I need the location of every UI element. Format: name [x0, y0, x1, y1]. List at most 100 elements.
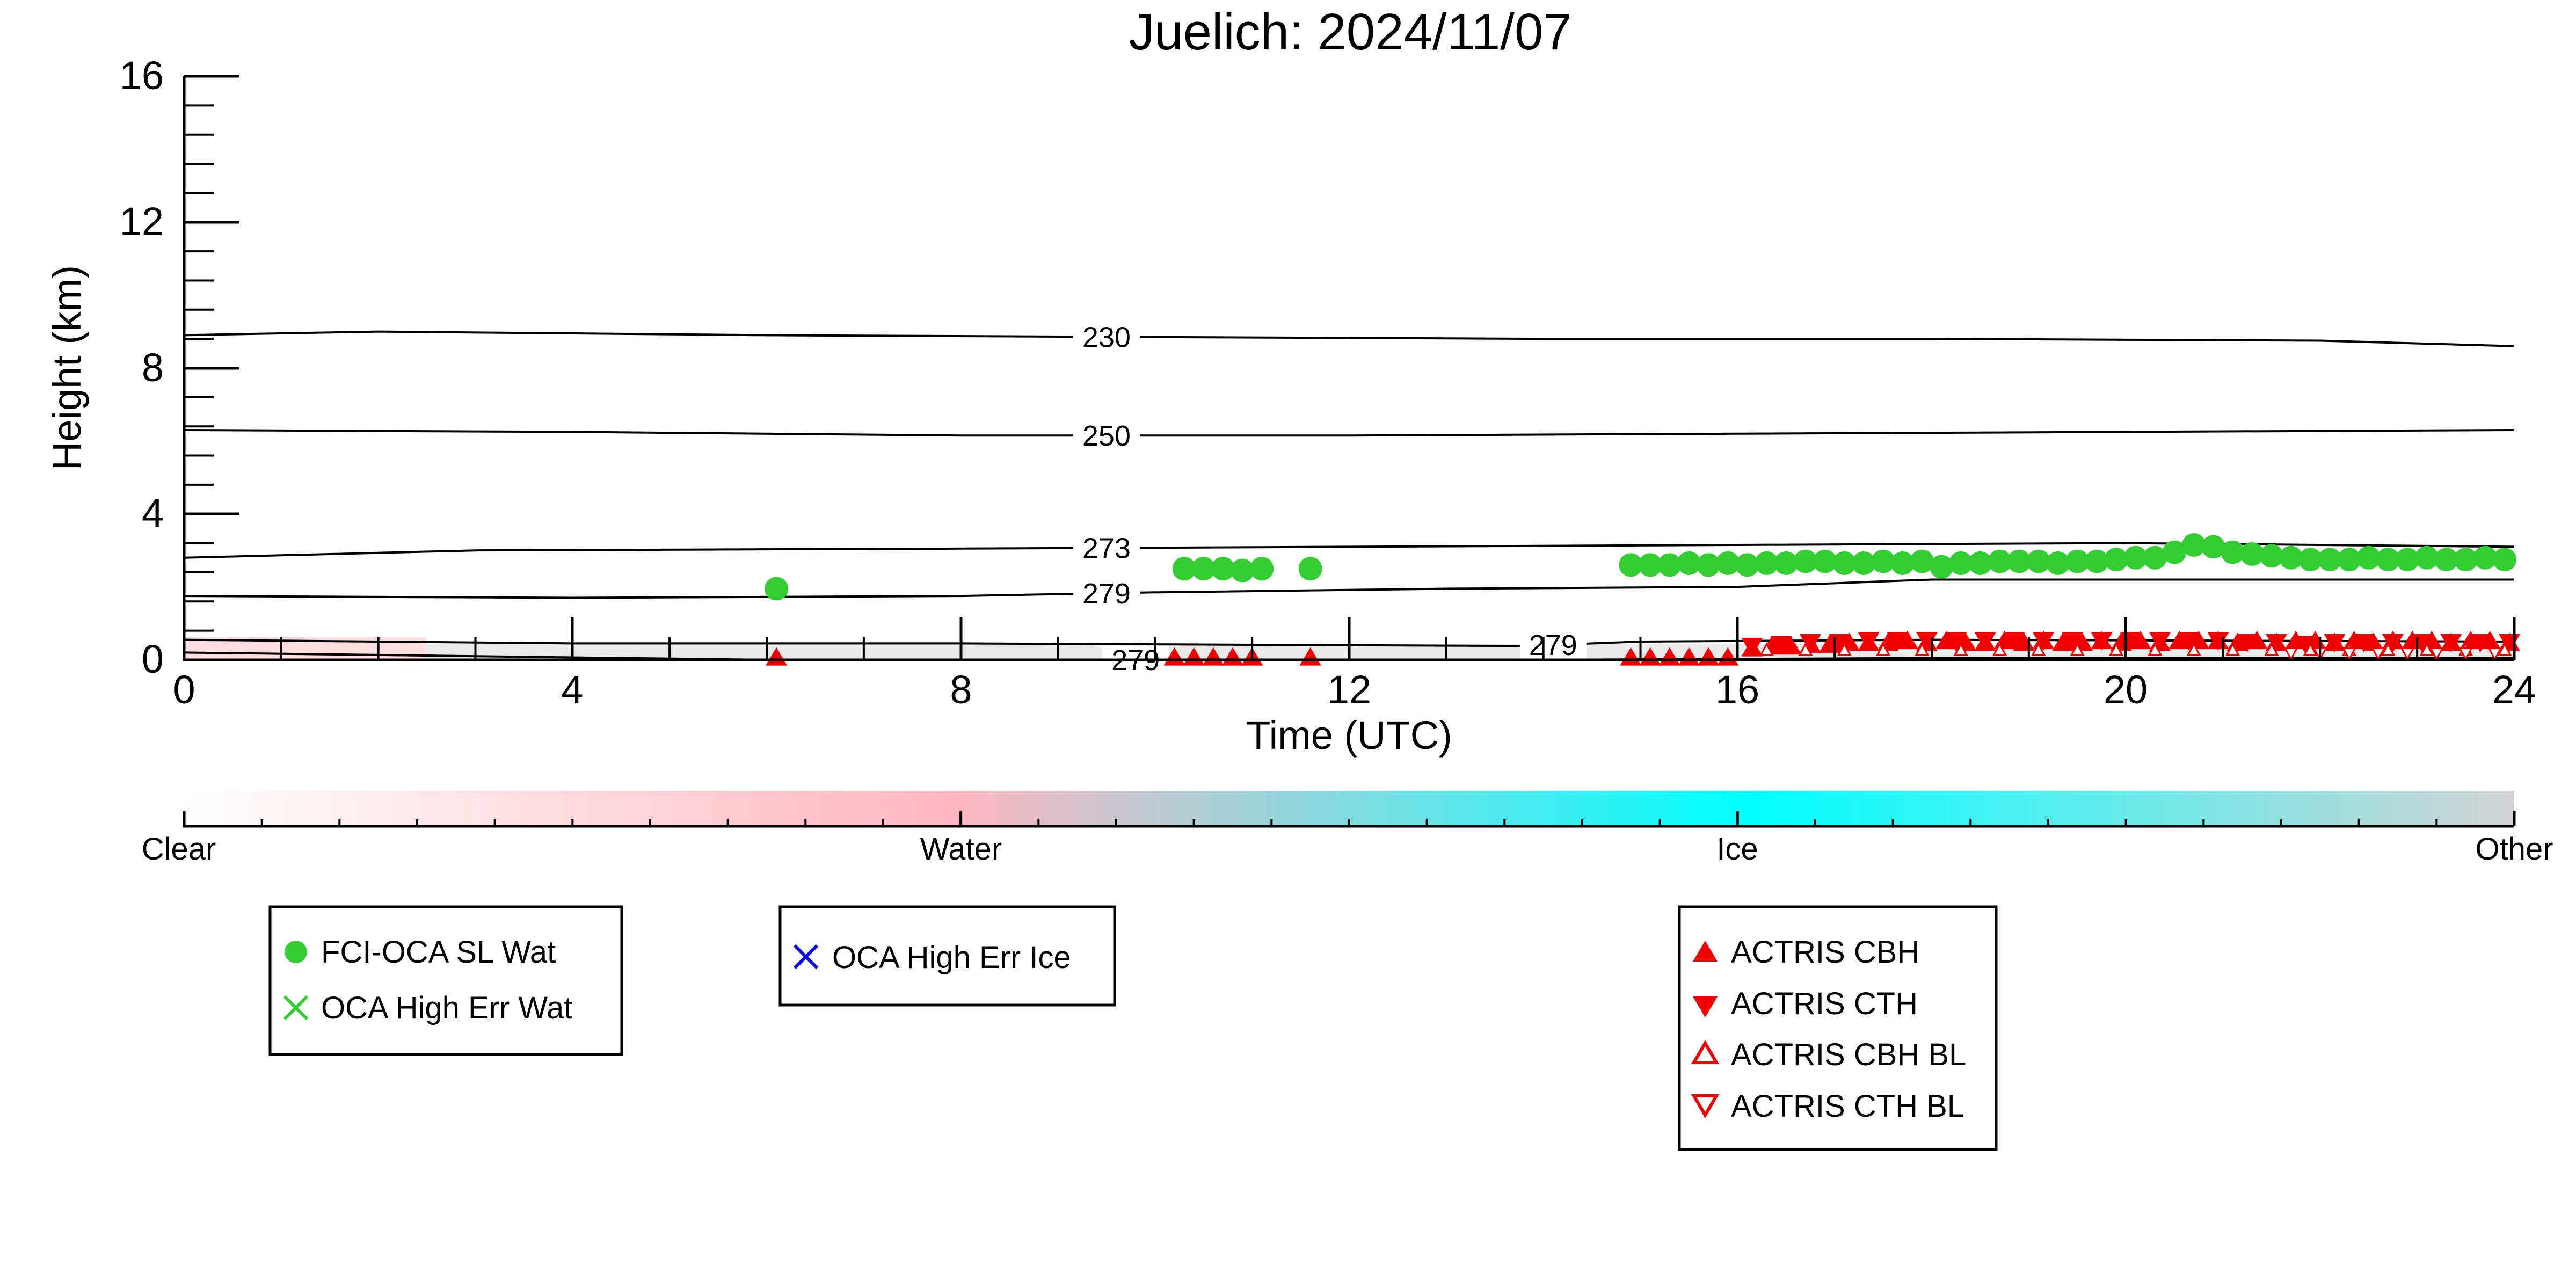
fci-oca-sl-wat-marker: [1988, 549, 2012, 573]
fci-oca-sl-wat-marker: [1832, 551, 1857, 575]
x-major-ticks: [183, 617, 2516, 660]
x-tick-label: 24: [2492, 667, 2536, 712]
fci-oca-sl-wat-marker: [2434, 548, 2458, 572]
actris-cbh-bl-marker: [2225, 642, 2240, 656]
actris-cth-bl-marker: [2458, 647, 2473, 661]
x-tick-label: 4: [561, 667, 583, 712]
actris-cth-marker: [2324, 634, 2346, 653]
fci-oca-sl-wat-marker: [2356, 545, 2381, 570]
actris-cbh-bl-legend-marker: [1691, 1040, 1720, 1064]
colorbar-label-ice: Ice: [1716, 832, 1758, 867]
legend-ground-based: ACTRIS CBH ACTRIS CTH ACTRIS CBH BL ACTR…: [1678, 905, 1998, 1151]
x-tick-label: 12: [1327, 667, 1371, 712]
fci-oca-sl-wat-marker: [2085, 549, 2109, 573]
fci-oca-sl-wat-marker: [2123, 545, 2148, 570]
fci-oca-sl-wat-marker: [2046, 551, 2070, 575]
actris-cbh-bl-marker: [2148, 642, 2163, 656]
actris-cbh-marker: [2362, 632, 2384, 651]
actris-cbh-bl-marker: [1798, 642, 1813, 656]
contour-label: 279: [1082, 578, 1131, 610]
fci-oca-sl-wat-marker: [2104, 548, 2128, 572]
fci-oca-sl-wat-marker: [2396, 548, 2420, 572]
fci-oca-sl-wat-marker: [1191, 557, 1216, 581]
actris-cbh-bl-marker: [2070, 642, 2085, 656]
fci-oca-sl-wat-marker: [2415, 545, 2439, 570]
y-tick-label: 0: [142, 637, 164, 681]
actris-cth-marker: [1974, 632, 1996, 651]
fci-oca-sl-wat-marker: [2201, 535, 2225, 559]
fci-oca-sl-wat-marker: [1755, 551, 1779, 575]
actris-cth-bl-legend-marker: [1691, 1094, 1720, 1118]
actris-cth-marker: [2265, 634, 2287, 653]
fci-oca-sl-wat-marker: [1735, 553, 1759, 577]
fci-oca-sl-wat-marker: [2065, 549, 2090, 573]
contour-label: 250: [1082, 420, 1131, 452]
colorbar-label-other: Other: [2475, 832, 2553, 867]
actris-cth-marker: [2353, 634, 2375, 653]
actris-cbh-bl-marker: [1992, 642, 2007, 656]
actris-cbh-marker: [2169, 631, 2191, 650]
legend-satellite-ice: OCA High Err Ice: [778, 905, 1116, 1007]
actris-cbh-marker: [1780, 636, 1802, 655]
actris-cth-marker: [2382, 634, 2404, 653]
fci-oca-sl-wat-marker: [2182, 533, 2206, 557]
fci-oca-sl-wat-marker: [2240, 542, 2264, 566]
fci-oca-sl-wat-marker: [1813, 549, 1837, 573]
fci-oca-sl-wat-marker: [2259, 544, 2283, 568]
colorbar-label-clear: Clear: [142, 832, 216, 867]
fci-oca-sl-wat-marker: [765, 577, 789, 601]
actris-cth-marker: [2178, 632, 2200, 651]
y-tick-label: 4: [142, 491, 164, 535]
actris-cbh-bl-marker: [2303, 642, 2318, 656]
legend-frame: [778, 905, 1116, 1007]
contour-label: 230: [1082, 321, 1131, 353]
actris-cth-marker: [1858, 632, 1880, 651]
actris-cth-marker: [1887, 632, 1909, 651]
x-tick-label: 16: [1715, 667, 1759, 712]
fci-oca-sl-wat-marker: [2298, 548, 2323, 572]
actris-cbh-bl-marker: [2381, 642, 2396, 656]
fci-oca-sl-wat-marker: [1871, 549, 1895, 573]
actris-cth-marker: [1916, 632, 1938, 651]
y-major-ticks: [184, 75, 239, 661]
fci-oca-sl-wat-legend-marker: [285, 941, 307, 963]
fci-oca-sl-wat-marker: [1298, 557, 1322, 581]
legend-entry: ACTRIS CTH: [1731, 986, 1918, 1021]
colorbar-label-water: Water: [920, 832, 1002, 867]
axes: 0 4 8 12 16 0 4 8 12 16 20 24 Time (UTC)…: [45, 53, 2536, 758]
actris-cth-marker: [2091, 632, 2113, 651]
actris-cth-marker: [2003, 632, 2025, 651]
fci-oca-sl-wat-marker: [2163, 540, 2187, 564]
actris-cbh-bl-marker: [2497, 642, 2512, 656]
fci-oca-sl-wat-marker: [1250, 557, 1274, 581]
actris-cth-bl-marker: [2400, 647, 2415, 661]
oca-high-err-wat-legend-marker: [283, 995, 309, 1021]
colorbar-ticks: [183, 811, 2516, 826]
fci-oca-sl-wat-marker: [1930, 555, 1954, 579]
actris-cbh-bl-marker: [1915, 642, 1930, 656]
actris-cbh-marker: [1935, 631, 1958, 650]
contour-line: [184, 542, 2515, 559]
legend-entry: ACTRIS CTH BL: [1731, 1089, 1964, 1124]
fci-oca-sl-wat-marker: [2143, 545, 2167, 570]
actris-cth-bl-marker: [2487, 647, 2502, 661]
x-tick-label: 0: [173, 667, 195, 712]
actris-cth-marker: [2062, 632, 2084, 651]
actris-cth-bl-marker: [2342, 647, 2357, 661]
fci-oca-sl-wat-marker: [1774, 551, 1798, 575]
contour-line: [184, 578, 2514, 599]
x-tick-label: 8: [950, 667, 972, 712]
fci-oca-sl-wat-marker: [2473, 545, 2497, 570]
actris-cbh-marker: [2129, 631, 2151, 650]
fci-oca-sl-wat-marker: [1716, 551, 1740, 575]
contour-label-bg: [1073, 323, 1140, 351]
contour-label-bg: [1073, 534, 1140, 562]
actris-cbh-bl-marker: [1876, 642, 1891, 656]
actris-cth-marker: [2295, 636, 2317, 654]
y-tick-label: 8: [142, 345, 164, 390]
contour-label-bg: [1519, 631, 1587, 659]
fci-oca-sl-wat-marker: [1638, 553, 1662, 577]
actris-cbh-marker: [2052, 632, 2074, 651]
y-tick-label: 12: [120, 199, 164, 244]
